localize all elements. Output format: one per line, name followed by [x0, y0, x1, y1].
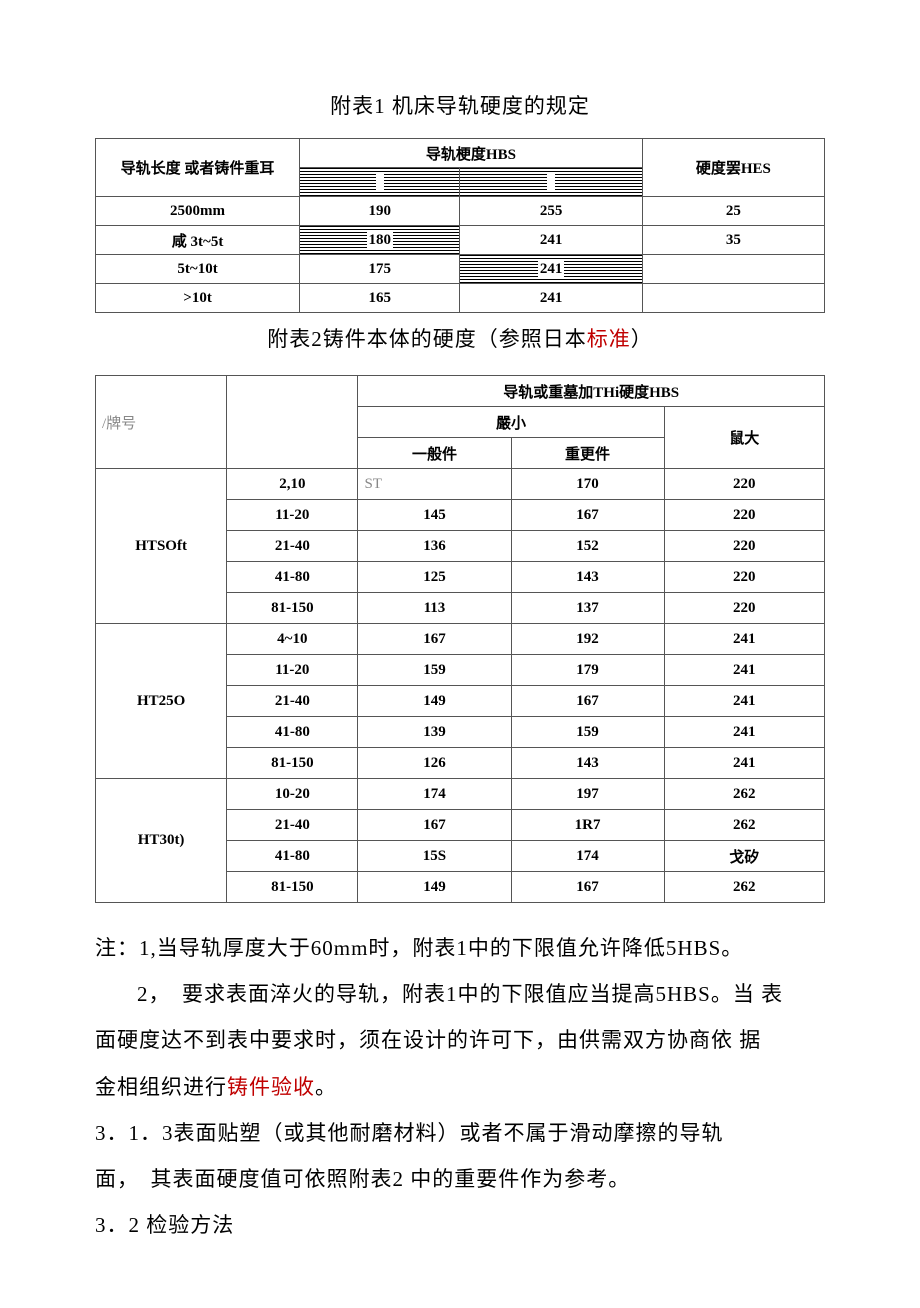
- t2-thickness: 41-80: [227, 841, 358, 872]
- t2-heavy: 192: [511, 624, 664, 655]
- t2-thickness: 10-20: [227, 779, 358, 810]
- t2-heavy: 167: [511, 686, 664, 717]
- t1-cell: 175: [300, 255, 460, 284]
- t2-heavy: 174: [511, 841, 664, 872]
- t2-general: 125: [358, 562, 511, 593]
- t2-general: 126: [358, 748, 511, 779]
- t2-general: 174: [358, 779, 511, 810]
- t2-max: 220: [664, 562, 824, 593]
- note-2b: 面硬度达不到表中要求时，须在设计的许可下，由供需双方协商依 据: [95, 1017, 825, 1063]
- t2-max: 戈矽: [664, 841, 824, 872]
- table1: 导轨长度 或者铸件重耳 导轨梗度HBS 硬度罢HES 2500mm1902552…: [95, 138, 825, 313]
- t2-blank: [227, 376, 358, 469]
- t2-thickness: 21-40: [227, 686, 358, 717]
- t2-thickness: 81-150: [227, 872, 358, 903]
- t2-max: 241: [664, 686, 824, 717]
- t2-max: 220: [664, 593, 824, 624]
- t2-max: 262: [664, 779, 824, 810]
- t2-h-min: 嚴小: [358, 407, 664, 438]
- t2-thickness: 21-40: [227, 531, 358, 562]
- t1-cell: 2500mm: [96, 197, 300, 226]
- t2-max: 241: [664, 624, 824, 655]
- t2-thickness: 21-40: [227, 810, 358, 841]
- t2-heavy: 197: [511, 779, 664, 810]
- t2-max: 220: [664, 469, 824, 500]
- t1-h3: 硬度罢HES: [642, 139, 824, 197]
- t2-general: 167: [358, 810, 511, 841]
- t2-heavy: 167: [511, 500, 664, 531]
- t2-max: 262: [664, 810, 824, 841]
- t2-thickness: 81-150: [227, 593, 358, 624]
- t2-heavy: 167: [511, 872, 664, 903]
- t2-thickness: 2,10: [227, 469, 358, 500]
- notes-block: 注：1,当导轨厚度大于60mm时，附表1中的下限值允许降低5HBS。 2， 要求…: [95, 925, 825, 1248]
- t2-h-max: 鼠大: [664, 407, 824, 469]
- t2-general: 15S: [358, 841, 511, 872]
- t1-cell: 180: [300, 226, 460, 255]
- t2-h-top: 导轨或重墓加THi硬度HBS: [358, 376, 825, 407]
- t2-heavy: 137: [511, 593, 664, 624]
- t2-max: 241: [664, 655, 824, 686]
- t2-general: 159: [358, 655, 511, 686]
- t2-general: 139: [358, 717, 511, 748]
- t2-thickness: 41-80: [227, 562, 358, 593]
- t1-cell: 35: [642, 226, 824, 255]
- t1-cell: 25: [642, 197, 824, 226]
- t2-heavy: 152: [511, 531, 664, 562]
- t1-cell: 241: [460, 284, 642, 313]
- note-3a: 3．1．3表面贴塑（或其他耐磨材料）或者不属于滑动摩擦的导轨: [95, 1110, 825, 1156]
- t2-heavy: 143: [511, 748, 664, 779]
- t2-h-general: 一般件: [358, 438, 511, 469]
- t1-cell: [642, 255, 824, 284]
- t2-thickness: 41-80: [227, 717, 358, 748]
- t2-heavy: 179: [511, 655, 664, 686]
- t2-grade: HT30t): [96, 779, 227, 903]
- t2-general: 136: [358, 531, 511, 562]
- table2: /牌号 导轨或重墓加THi硬度HBS 嚴小 鼠大 一般件 重更件 HTSOft2…: [95, 375, 825, 903]
- t2-general: 149: [358, 686, 511, 717]
- t1-cell: 5t~10t: [96, 255, 300, 284]
- t1-cell: 241: [460, 226, 642, 255]
- t2-heavy: 1R7: [511, 810, 664, 841]
- t2-thickness: 11-20: [227, 655, 358, 686]
- t2-max: 220: [664, 531, 824, 562]
- t2-general: 167: [358, 624, 511, 655]
- t2-rowlabel: /牌号: [96, 376, 227, 469]
- t1-cell: 165: [300, 284, 460, 313]
- t2-heavy: 170: [511, 469, 664, 500]
- table2-caption: 附表2铸件本体的硬度（参照日本标准）: [95, 323, 825, 353]
- t2-grade: HT25O: [96, 624, 227, 779]
- t2-thickness: 11-20: [227, 500, 358, 531]
- note-1: 注：1,当导轨厚度大于60mm时，附表1中的下限值允许降低5HBS。: [95, 925, 825, 971]
- note-2a: 2， 要求表面淬火的导轨，附表1中的下限值应当提高5HBS。当 表: [95, 971, 825, 1017]
- t2-grade: HTSOft: [96, 469, 227, 624]
- t1-cell: 241: [460, 255, 642, 284]
- t2-max: 241: [664, 748, 824, 779]
- t1-sub2: [460, 168, 642, 197]
- note-3b: 面， 其表面硬度值可依照附表2 中的重要件作为参考。: [95, 1156, 825, 1202]
- note-2c: 金相组织进行铸件验收。: [95, 1064, 825, 1110]
- t2-max: 241: [664, 717, 824, 748]
- t1-sub1: [300, 168, 460, 197]
- t2-heavy: 143: [511, 562, 664, 593]
- t2-general: ST: [358, 469, 511, 500]
- t2-h-heavy: 重更件: [511, 438, 664, 469]
- t2-heavy: 159: [511, 717, 664, 748]
- t2-thickness: 4~10: [227, 624, 358, 655]
- t2-general: 145: [358, 500, 511, 531]
- t2-general: 149: [358, 872, 511, 903]
- t2-general: 113: [358, 593, 511, 624]
- note-4: 3．2 检验方法: [95, 1202, 825, 1248]
- t1-h2: 导轨梗度HBS: [300, 139, 643, 168]
- t1-cell: 咸 3t~5t: [96, 226, 300, 255]
- t1-cell: [642, 284, 824, 313]
- table1-caption: 附表1 机床导轨硬度的规定: [95, 90, 825, 120]
- t1-h1: 导轨长度 或者铸件重耳: [96, 139, 300, 197]
- t2-thickness: 81-150: [227, 748, 358, 779]
- t2-max: 220: [664, 500, 824, 531]
- t1-cell: 255: [460, 197, 642, 226]
- t2-max: 262: [664, 872, 824, 903]
- t1-cell: >10t: [96, 284, 300, 313]
- t1-cell: 190: [300, 197, 460, 226]
